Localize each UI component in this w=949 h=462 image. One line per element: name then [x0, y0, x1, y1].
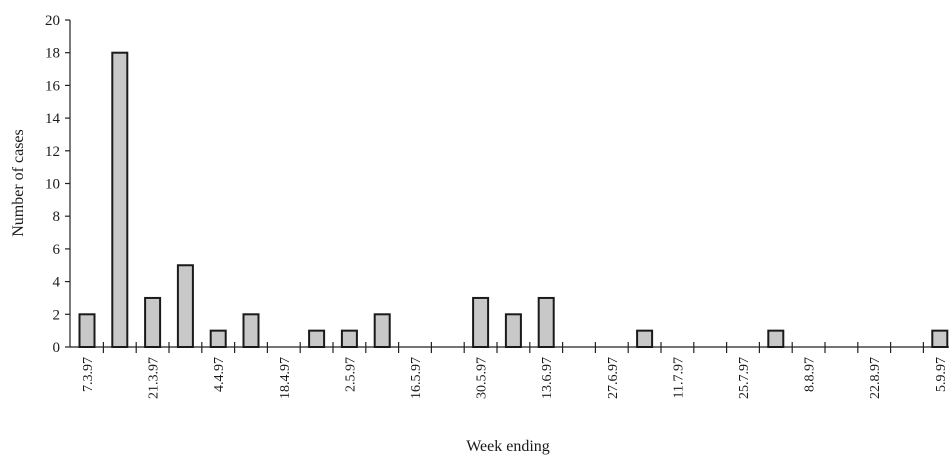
x-tick-label: 27.6.97 [606, 357, 621, 399]
x-tick-label: 18.4.97 [278, 357, 293, 399]
y-tick-label: 12 [45, 144, 60, 160]
bars [78, 51, 949, 349]
y-tick-label: 4 [53, 275, 61, 291]
y-tick-label: 16 [45, 78, 61, 94]
y-tick-label: 2 [53, 307, 61, 323]
y-tick-label: 14 [45, 111, 61, 127]
y-tick-label: 0 [53, 340, 61, 356]
x-tick-label: 4.4.97 [212, 357, 227, 392]
x-tick-label: 8.8.97 [803, 357, 818, 392]
x-tick-label: 13.6.97 [540, 357, 555, 399]
y-axis-title: Number of cases [10, 129, 27, 237]
bar [767, 329, 785, 348]
bar [111, 51, 129, 348]
y-tick-label: 18 [45, 46, 60, 62]
y-tick-label: 8 [53, 209, 61, 225]
bar [144, 296, 162, 349]
x-tick-label: 21.3.97 [147, 357, 162, 399]
y-tick-label: 20 [45, 13, 60, 29]
bar [537, 296, 555, 349]
x-tick-label: 11.7.97 [671, 357, 686, 398]
x-axis: 7.3.97 21.3.97 4.4.97 18.4.97 2.5.97 16.5.97 3… [70, 342, 949, 399]
bar [308, 329, 326, 348]
y-tick-label: 10 [45, 177, 60, 193]
bar [242, 313, 260, 348]
x-tick-label: 2.5.97 [343, 357, 358, 392]
x-tick-label: 16.5.97 [409, 357, 424, 399]
x-tick-label: 22.8.97 [868, 357, 883, 399]
bar [472, 296, 490, 349]
bar [78, 313, 96, 348]
bar [340, 329, 358, 348]
bar [504, 313, 522, 348]
y-axis: 0 2 4 6 8 10 12 14 16 18 20 [45, 13, 71, 356]
bar [931, 329, 949, 348]
bar [209, 329, 227, 348]
x-tick-label: 30.5.97 [475, 357, 490, 399]
bar [636, 329, 654, 348]
x-tick-label: 5.9.97 [934, 357, 949, 392]
x-axis-title: Week ending [466, 438, 550, 455]
y-tick-label: 6 [53, 242, 61, 258]
bar [373, 313, 391, 348]
bar [176, 264, 194, 348]
x-tick-label: 25.7.97 [737, 357, 752, 399]
x-tick-label: 7.3.97 [81, 357, 96, 392]
